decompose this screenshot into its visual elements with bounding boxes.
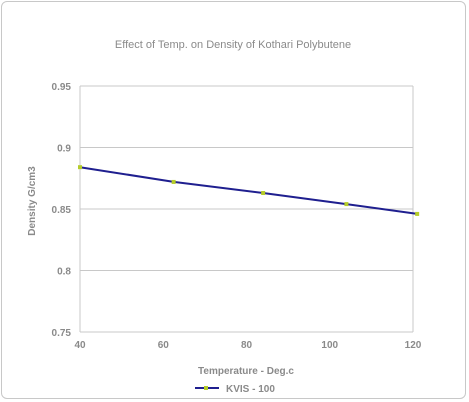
- data-point: [171, 179, 176, 184]
- y-tick-label: 0.85: [52, 205, 72, 216]
- y-axis-title: Density G/cm3: [27, 166, 38, 236]
- legend: KVIS - 100: [195, 384, 275, 395]
- y-tick-label: 0.9: [57, 144, 71, 155]
- x-tick-label: 40: [74, 340, 86, 351]
- x-tick-labels: 40 60 80 100 120: [74, 340, 421, 351]
- series-layer: [78, 165, 420, 216]
- data-point: [78, 165, 82, 170]
- chart-title: Effect of Temp. on Density of Kothari Po…: [115, 39, 351, 51]
- x-tick-label: 100: [321, 340, 338, 351]
- legend-swatch-marker: [204, 386, 208, 390]
- legend-label: KVIS - 100: [226, 384, 275, 395]
- x-axis-title: Temperature - Deg.c: [198, 366, 294, 377]
- y-tick-labels: 0.75 0.8 0.85 0.9 0.95: [52, 82, 72, 339]
- series-line: [79, 166, 418, 215]
- data-point: [415, 211, 420, 216]
- y-tick-label: 0.75: [52, 328, 72, 339]
- y-tick-label: 0.8: [57, 267, 71, 278]
- data-point: [344, 202, 349, 207]
- x-tick-label: 80: [241, 340, 253, 351]
- y-tick-label: 0.95: [52, 82, 72, 93]
- gridlines: [80, 85, 413, 333]
- data-point: [261, 191, 266, 196]
- x-tick-label: 120: [405, 340, 422, 351]
- x-tick-label: 60: [158, 340, 170, 351]
